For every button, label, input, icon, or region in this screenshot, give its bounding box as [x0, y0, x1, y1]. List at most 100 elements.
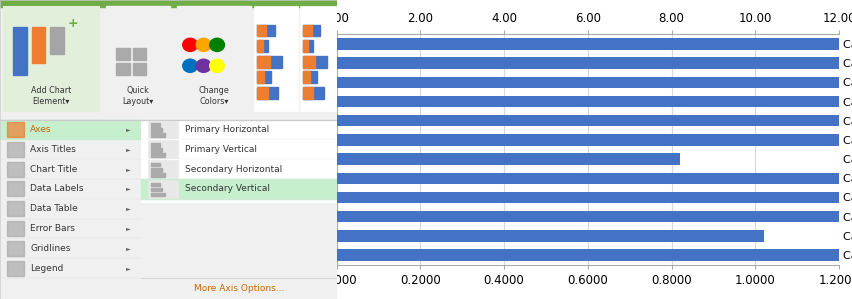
- Text: Data Table: Data Table: [31, 204, 78, 213]
- Bar: [0, 120, 141, 139]
- Bar: [152, 163, 159, 167]
- Text: ►: ►: [125, 266, 130, 271]
- Bar: [152, 128, 162, 132]
- Bar: [337, 211, 839, 222]
- Text: Error Bars: Error Bars: [31, 224, 75, 233]
- Bar: [7, 261, 24, 276]
- Text: ►: ►: [125, 246, 130, 251]
- Text: ►: ►: [125, 187, 130, 191]
- Bar: [152, 148, 162, 152]
- Text: ►: ►: [125, 127, 130, 132]
- Bar: [337, 77, 420, 88]
- Bar: [50, 27, 64, 54]
- Bar: [257, 25, 275, 36]
- Bar: [7, 201, 24, 216]
- Text: Secondary Vertical: Secondary Vertical: [185, 184, 270, 193]
- Bar: [133, 63, 147, 75]
- Bar: [337, 249, 839, 261]
- Bar: [116, 63, 130, 75]
- Bar: [303, 56, 327, 68]
- Bar: [337, 249, 621, 261]
- Bar: [337, 192, 839, 203]
- Text: Secondary Horizontal: Secondary Horizontal: [185, 165, 282, 174]
- Bar: [303, 87, 314, 99]
- Bar: [257, 56, 270, 68]
- Bar: [7, 181, 24, 196]
- Bar: [337, 57, 839, 69]
- Text: ►: ►: [125, 147, 130, 152]
- Bar: [148, 160, 178, 178]
- Circle shape: [210, 38, 224, 51]
- Bar: [7, 241, 24, 256]
- Circle shape: [182, 59, 198, 72]
- Bar: [303, 25, 312, 36]
- Bar: [337, 230, 763, 242]
- Bar: [152, 143, 159, 147]
- Bar: [303, 87, 324, 99]
- Text: ►: ►: [125, 206, 130, 211]
- Text: Quick
Layout▾: Quick Layout▾: [123, 86, 153, 106]
- Bar: [257, 87, 268, 99]
- Bar: [7, 162, 24, 177]
- Bar: [303, 56, 315, 68]
- Text: Add Chart
Element▾: Add Chart Element▾: [32, 86, 72, 106]
- Bar: [106, 6, 170, 111]
- Text: Axes: Axes: [31, 125, 52, 134]
- Circle shape: [182, 38, 198, 51]
- Bar: [257, 40, 268, 52]
- Bar: [152, 188, 162, 191]
- Text: Change
Colors▾: Change Colors▾: [199, 86, 229, 106]
- Bar: [152, 193, 165, 196]
- Bar: [152, 168, 162, 172]
- Bar: [14, 27, 27, 75]
- Bar: [141, 120, 337, 202]
- Bar: [0, 120, 337, 278]
- Bar: [152, 153, 165, 157]
- Bar: [3, 6, 100, 111]
- Circle shape: [196, 38, 211, 51]
- Bar: [337, 96, 463, 107]
- Text: ►: ►: [125, 167, 130, 172]
- Text: +: +: [67, 17, 78, 30]
- Text: Axis Titles: Axis Titles: [31, 145, 76, 154]
- Bar: [148, 180, 178, 198]
- Bar: [337, 173, 839, 184]
- Bar: [303, 25, 320, 36]
- Bar: [7, 221, 24, 236]
- Bar: [148, 140, 178, 158]
- Text: Legend: Legend: [31, 264, 64, 273]
- Circle shape: [210, 59, 224, 72]
- Bar: [257, 25, 266, 36]
- Text: Primary Vertical: Primary Vertical: [185, 145, 257, 154]
- Bar: [337, 134, 839, 146]
- Bar: [148, 120, 178, 138]
- Bar: [0, 0, 337, 7]
- Text: ►: ►: [125, 226, 130, 231]
- Bar: [337, 96, 839, 107]
- Text: Data Labels: Data Labels: [31, 184, 83, 193]
- Bar: [152, 173, 165, 177]
- Bar: [337, 153, 555, 165]
- Bar: [152, 133, 165, 137]
- Text: More Axis Options...: More Axis Options...: [193, 284, 284, 293]
- Circle shape: [196, 59, 211, 72]
- Bar: [152, 183, 159, 186]
- Text: Gridlines: Gridlines: [31, 244, 71, 253]
- Bar: [337, 77, 839, 88]
- Bar: [337, 153, 680, 165]
- Bar: [337, 230, 705, 242]
- Bar: [337, 211, 621, 222]
- Bar: [141, 179, 337, 199]
- Bar: [0, 0, 337, 120]
- Bar: [337, 38, 358, 50]
- Bar: [257, 71, 272, 83]
- Bar: [303, 40, 308, 52]
- Bar: [337, 192, 470, 203]
- Text: Primary Horizontal: Primary Horizontal: [185, 125, 269, 134]
- Bar: [254, 6, 298, 111]
- Bar: [133, 48, 147, 60]
- Bar: [152, 123, 159, 127]
- Bar: [303, 71, 317, 83]
- Bar: [337, 115, 378, 126]
- Bar: [303, 40, 314, 52]
